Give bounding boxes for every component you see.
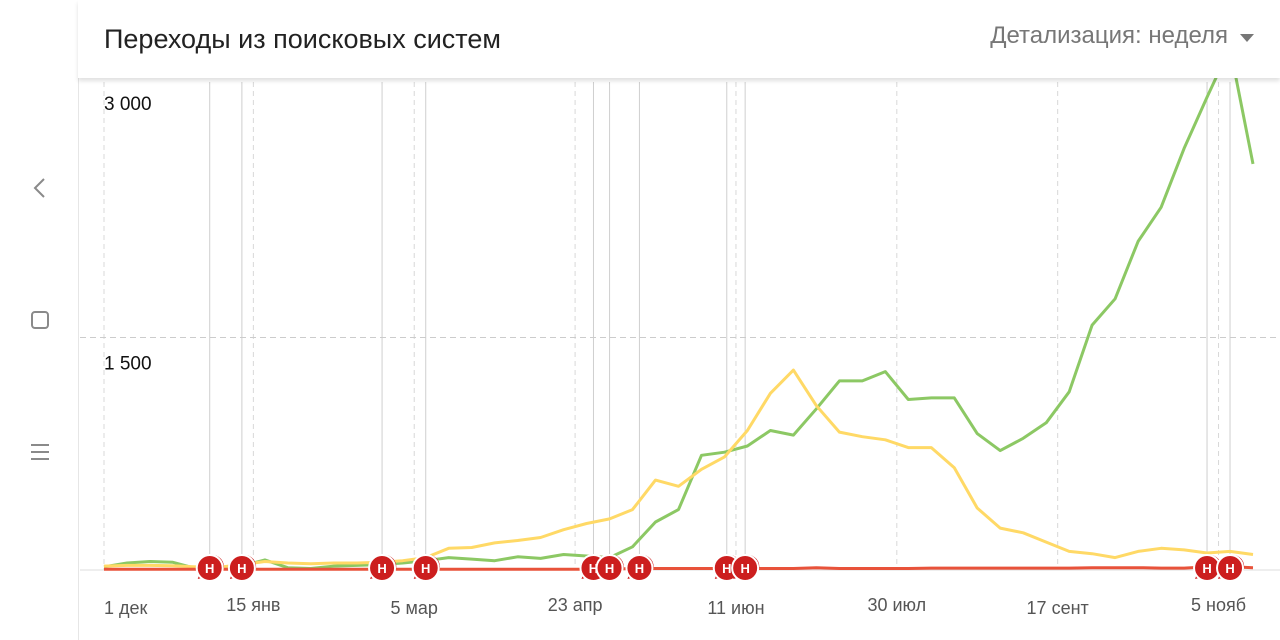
x-tick-label: 30 июл [867,595,926,615]
marker-label: H [421,561,430,576]
y-tick-label: 3 000 [104,94,152,115]
marker-bubble [731,554,760,582]
annotation-marker: H [1193,554,1222,582]
marker-label: H [722,561,731,576]
marker-bubble [411,554,440,582]
marker-label: H [605,561,614,576]
left-toolbar [0,0,79,640]
x-tick-label: 1 дек [104,598,148,618]
marker-bubble [625,554,654,582]
x-tick-label: 5 мар [391,598,438,618]
chart-series [103,46,1255,571]
marker-label: H [377,561,386,576]
annotation-marker: H [625,554,654,582]
x-tick-label: 17 сент [1027,598,1089,618]
annotation-marker: H [1216,554,1245,582]
marker-label: H [740,561,749,576]
chart-grid [80,82,1280,571]
annotation-marker: H [368,554,397,582]
marker-bubble [368,554,397,582]
detail-dropdown[interactable]: Детализация: неделя [990,22,1254,50]
marker-label: H [237,561,246,576]
marker-label: H [205,561,214,576]
menu-icon[interactable] [22,434,58,470]
x-tick-label: 5 нояб [1191,595,1246,615]
series-line-1 [103,368,1254,569]
marker-label: H [589,561,598,576]
x-tick-label: 11 июн [707,598,764,618]
caret-down-icon [1240,34,1254,42]
annotation-marker: H [595,554,624,582]
y-tick-label: 1 500 [104,354,152,375]
chart-header: Переходы из поисковых систем Детализация… [78,0,1280,78]
y-axis-ticks: 3 000 1 500 [104,94,152,375]
annotation-marker: H [195,554,224,582]
x-tick-label: 15 янв [226,595,280,615]
marker-bubble [595,554,624,582]
chevron-left-icon[interactable] [22,170,58,206]
marker-bubble [195,554,224,582]
series-line-2 [104,565,1254,571]
annotation-marker: H [731,554,760,582]
marker-label: H [1225,561,1234,576]
annotation-marker: H [411,554,440,582]
detail-label: Детализация: неделя [990,22,1228,49]
series-line-0 [103,46,1255,571]
square-icon[interactable] [22,302,58,338]
marker-label: H [1202,561,1211,576]
marker-label: H [635,561,644,576]
annotation-marker: H [227,554,257,582]
marker-bubble [1216,554,1245,582]
x-axis-ticks: 1 дек 15 янв 5 мар 23 апр 11 июн 30 июл 17 сен… [104,595,1246,618]
marker-bubble [227,554,256,582]
chart-title: Переходы из поисковых систем [104,24,501,54]
x-tick-label: 23 апр [548,595,603,615]
